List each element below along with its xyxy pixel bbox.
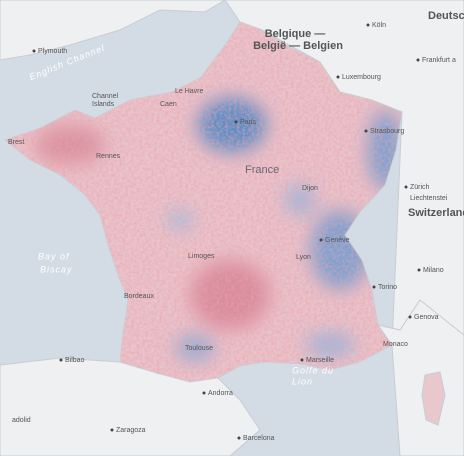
place-label: France	[245, 164, 279, 176]
place-label: Andorra	[208, 390, 233, 397]
place-label: Limoges	[188, 253, 215, 260]
city-dot	[237, 436, 241, 440]
place-label: Toulouse	[185, 345, 213, 352]
city-dot	[408, 315, 412, 319]
place-label: Barcelona	[243, 435, 275, 442]
city-dot	[202, 391, 206, 395]
city-dot	[234, 120, 238, 124]
city-dot	[417, 268, 421, 272]
place-label: Deutschl	[428, 10, 464, 22]
place-label: Islands	[92, 101, 115, 108]
place-label: Dijon	[302, 185, 318, 192]
place-label: Genova	[414, 314, 439, 321]
city-dot	[366, 23, 370, 27]
place-label: Luxembourg	[342, 74, 381, 81]
place-label: Switzerland	[408, 207, 464, 219]
place-label: Belgique —	[265, 28, 326, 40]
city-dot	[404, 185, 408, 189]
place-label: Le Havre	[175, 88, 204, 95]
place-label: Zaragoza	[116, 427, 146, 434]
city-dot	[32, 49, 36, 53]
place-label: Lyon	[296, 254, 311, 261]
place-label: Genève	[325, 237, 350, 244]
city-dot	[110, 428, 114, 432]
city-dot	[300, 358, 304, 362]
place-label: Bay of	[38, 251, 70, 261]
city-dot	[319, 238, 323, 242]
place-label: adolid	[12, 417, 31, 424]
place-label: Liechtenstei	[410, 195, 448, 202]
place-label: Torino	[378, 284, 397, 291]
place-label: Paris	[240, 119, 256, 126]
place-label: België — Belgien	[253, 40, 343, 52]
place-label: Bordeaux	[124, 293, 154, 300]
corsica	[421, 371, 446, 426]
spain-land	[0, 357, 261, 456]
city-dot	[372, 285, 376, 289]
place-label: Caen	[160, 101, 177, 108]
uk-land	[0, 0, 226, 61]
place-label: Biscay	[40, 264, 73, 274]
place-label: Milano	[423, 267, 444, 274]
place-label: Golfe du	[292, 365, 334, 375]
place-label: Lion	[292, 376, 313, 386]
place-label: Zürich	[410, 184, 430, 191]
place-label: Rennes	[96, 153, 121, 160]
place-label: Marseille	[306, 357, 334, 364]
place-label: Monaco	[383, 341, 408, 348]
place-label: Strasbourg	[370, 128, 404, 135]
city-dot	[416, 58, 420, 62]
place-label: Köln	[372, 22, 386, 29]
place-label: Bilbao	[65, 357, 85, 364]
place-label: Frankfurt a	[422, 57, 456, 64]
place-label: Plymouth	[38, 48, 67, 55]
city-dot	[364, 129, 368, 133]
city-dot	[336, 75, 340, 79]
place-label: Channel	[92, 93, 119, 100]
city-dot	[59, 358, 63, 362]
place-label: Brest	[8, 139, 24, 146]
italy-land	[376, 299, 464, 456]
